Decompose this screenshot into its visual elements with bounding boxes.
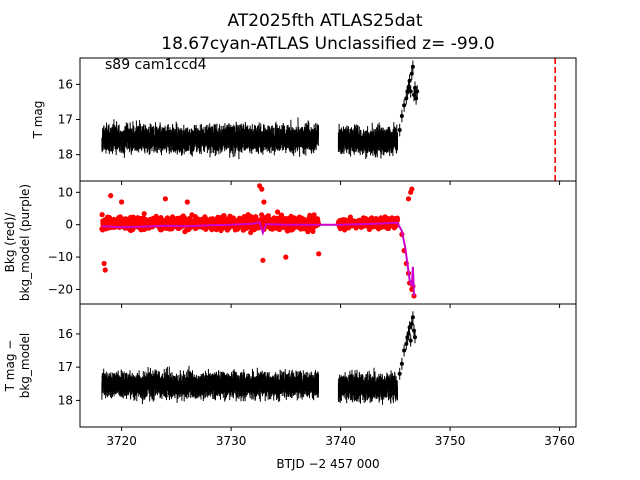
x-tick-label: 3720 <box>106 434 137 448</box>
data-point <box>410 64 415 69</box>
bottom-y-axis-label: bkg_model <box>18 333 32 399</box>
top-y-axis-label: T mag <box>31 101 45 140</box>
middle-y-tick-label: 10 <box>58 185 73 199</box>
bottom-data-segment-1 <box>337 367 398 405</box>
data-point <box>408 338 413 343</box>
data-point <box>259 186 265 192</box>
data-point <box>99 212 105 218</box>
bottom-series-0 <box>101 311 417 405</box>
data-point <box>397 371 402 376</box>
data-point <box>407 325 412 330</box>
data-point <box>101 260 107 267</box>
bottom-y-tick-label: 17 <box>58 360 73 374</box>
middle-y-axis-label: Bkg (red)/ <box>3 212 17 273</box>
x-axis-label: BTJD −2 457 000 <box>276 457 379 471</box>
data-point <box>316 251 322 257</box>
top-y-tick-label: 18 <box>58 148 73 162</box>
x-tick-label: 3750 <box>435 434 466 448</box>
bottom-y-tick-label: 18 <box>58 393 73 407</box>
chart-title-line-2: 18.67cyan-ATLAS Unclassified z= -99.0 <box>161 34 494 54</box>
data-point <box>261 199 267 205</box>
data-point <box>248 229 254 236</box>
panel-top-magnitude: 16 17 18 T mag s89 cam1ccd4 <box>31 57 577 185</box>
bottom-y-axis-label: T mag − <box>3 340 17 393</box>
top-plot-area <box>101 60 420 160</box>
middle-series-bkg-model <box>101 220 415 296</box>
data-point <box>283 254 289 260</box>
bottom-y-tick-label: 16 <box>58 327 73 341</box>
data-point <box>102 267 108 273</box>
middle-y-tick-label: −10 <box>48 250 73 264</box>
data-point <box>413 335 417 340</box>
bottom-plot-area <box>101 311 417 405</box>
data-point <box>162 196 168 202</box>
middle-series-bkg <box>99 183 417 299</box>
panel-bottom-corrected-magnitude: 16 17 18 T mag − bkg_model <box>3 303 577 431</box>
data-point <box>130 226 136 232</box>
data-point <box>405 196 412 202</box>
chart-title-line-1: AT2025fth ATLAS25dat <box>228 11 423 31</box>
x-tick-label: 3760 <box>544 434 575 448</box>
x-axis: 3720 3730 3740 3750 3760 <box>106 434 575 448</box>
middle-y-tick-label: −20 <box>48 282 73 296</box>
middle-y-axis-label: bkg_model (purple) <box>18 184 32 301</box>
top-data-segment-0 <box>101 117 319 160</box>
middle-y-tick-label: 0 <box>65 218 73 232</box>
data-point <box>311 212 317 218</box>
data-point <box>397 128 402 132</box>
middle-model-line <box>101 220 415 296</box>
panel-middle-background: −20 −10 0 10 Bkg (red)/bkg_model (purple) <box>3 180 577 308</box>
data-point <box>408 89 413 94</box>
data-point <box>399 361 404 366</box>
data-point <box>394 217 401 223</box>
data-point <box>108 193 114 199</box>
data-point <box>413 85 417 90</box>
top-y-tick-label: 17 <box>58 113 73 127</box>
data-point <box>141 211 147 217</box>
data-point <box>119 199 125 205</box>
top-series-0 <box>101 60 420 160</box>
data-point <box>402 348 407 353</box>
data-point <box>184 199 190 205</box>
bottom-data-segment-0 <box>101 365 319 405</box>
x-tick-label: 3740 <box>325 434 356 448</box>
middle-plot-area <box>99 183 417 299</box>
panel-annotation: s89 cam1ccd4 <box>105 57 207 73</box>
data-point <box>253 214 259 220</box>
top-data-segment-1 <box>337 122 398 159</box>
data-point <box>275 209 281 215</box>
data-point <box>399 114 404 118</box>
data-point <box>260 257 266 263</box>
bottom-frame <box>79 303 577 428</box>
data-point <box>407 78 412 83</box>
data-point <box>410 315 415 320</box>
data-point <box>415 89 420 94</box>
data-point <box>310 228 316 234</box>
data-point <box>221 213 227 219</box>
data-point <box>409 186 415 192</box>
data-point <box>402 103 407 108</box>
x-tick-label: 3730 <box>216 434 247 448</box>
top-y-tick-label: 16 <box>58 77 73 91</box>
